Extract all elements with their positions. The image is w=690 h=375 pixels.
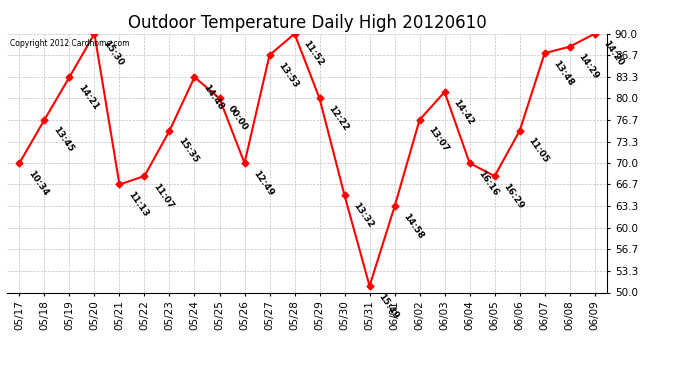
Text: 15:49: 15:49 xyxy=(377,292,400,320)
Text: 00:00: 00:00 xyxy=(226,104,250,132)
Text: 13:53: 13:53 xyxy=(277,61,300,89)
Text: 10:34: 10:34 xyxy=(26,169,50,197)
Text: 16:29: 16:29 xyxy=(502,182,526,210)
Text: 14:42: 14:42 xyxy=(451,98,475,126)
Text: 15:35: 15:35 xyxy=(177,136,200,165)
Text: 12:22: 12:22 xyxy=(326,104,351,133)
Text: 14:20: 14:20 xyxy=(602,39,625,68)
Text: 11:13: 11:13 xyxy=(126,190,150,219)
Text: 16:16: 16:16 xyxy=(477,169,500,197)
Text: 13:45: 13:45 xyxy=(51,125,75,154)
Text: 13:32: 13:32 xyxy=(351,201,375,229)
Text: 11:07: 11:07 xyxy=(151,182,175,210)
Text: Copyright 2012 Cardhome.com: Copyright 2012 Cardhome.com xyxy=(10,39,130,48)
Text: 14:58: 14:58 xyxy=(402,212,426,241)
Text: 14:29: 14:29 xyxy=(577,52,600,81)
Text: 11:05: 11:05 xyxy=(526,136,551,165)
Text: 11:52: 11:52 xyxy=(302,39,325,68)
Text: 12:49: 12:49 xyxy=(251,169,275,198)
Text: 13:48: 13:48 xyxy=(551,59,575,87)
Text: 14:21: 14:21 xyxy=(77,82,100,111)
Text: 15:30: 15:30 xyxy=(101,39,125,68)
Text: 14:48: 14:48 xyxy=(201,82,226,111)
Text: 13:07: 13:07 xyxy=(426,125,451,154)
Title: Outdoor Temperature Daily High 20120610: Outdoor Temperature Daily High 20120610 xyxy=(128,14,486,32)
